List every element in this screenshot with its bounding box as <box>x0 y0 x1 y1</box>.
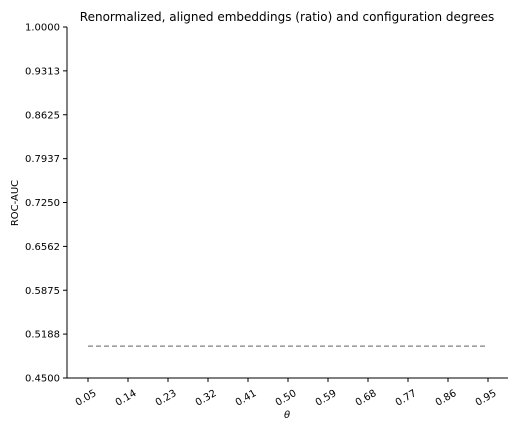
x-tick-label: 0.68 <box>354 388 379 409</box>
chart-title: Renormalized, aligned embeddings (ratio)… <box>80 10 494 24</box>
x-tick-label: 0.41 <box>234 388 259 409</box>
y-axis-label: ROC-AUC <box>10 180 21 226</box>
x-tick-label: 0.59 <box>314 388 339 409</box>
y-tick-label: 0.5188 <box>25 330 60 341</box>
y-tick-label: 0.8625 <box>25 110 60 121</box>
y-tick-label: 0.9313 <box>25 66 60 77</box>
y-tick-label: 1.0000 <box>25 23 60 34</box>
y-tick-label: 0.6562 <box>25 242 60 253</box>
x-tick-label: 0.77 <box>394 388 419 409</box>
x-tick-label: 0.05 <box>74 388 99 409</box>
x-axis-label: θ <box>284 410 290 421</box>
y-ticks: 0.4500 0.5188 0.5875 0.6562 0.7250 0.7937 0.86… <box>25 23 67 385</box>
x-tick-label: 0.50 <box>274 388 299 409</box>
y-tick-label: 0.7250 <box>25 198 60 209</box>
x-ticks: 0.05 0.14 0.23 0.32 0.41 0.50 0.59 0.68 0.77 0.86… <box>74 378 499 409</box>
x-tick-label: 0.86 <box>434 388 459 409</box>
x-tick-label: 0.14 <box>114 388 139 409</box>
x-tick-label: 0.23 <box>154 388 179 409</box>
y-tick-label: 0.4500 <box>25 374 60 385</box>
y-tick-label: 0.5875 <box>25 286 60 297</box>
x-tick-label: 0.32 <box>194 388 219 409</box>
x-tick-label: 0.95 <box>474 388 499 409</box>
y-tick-label: 0.7937 <box>25 154 60 165</box>
